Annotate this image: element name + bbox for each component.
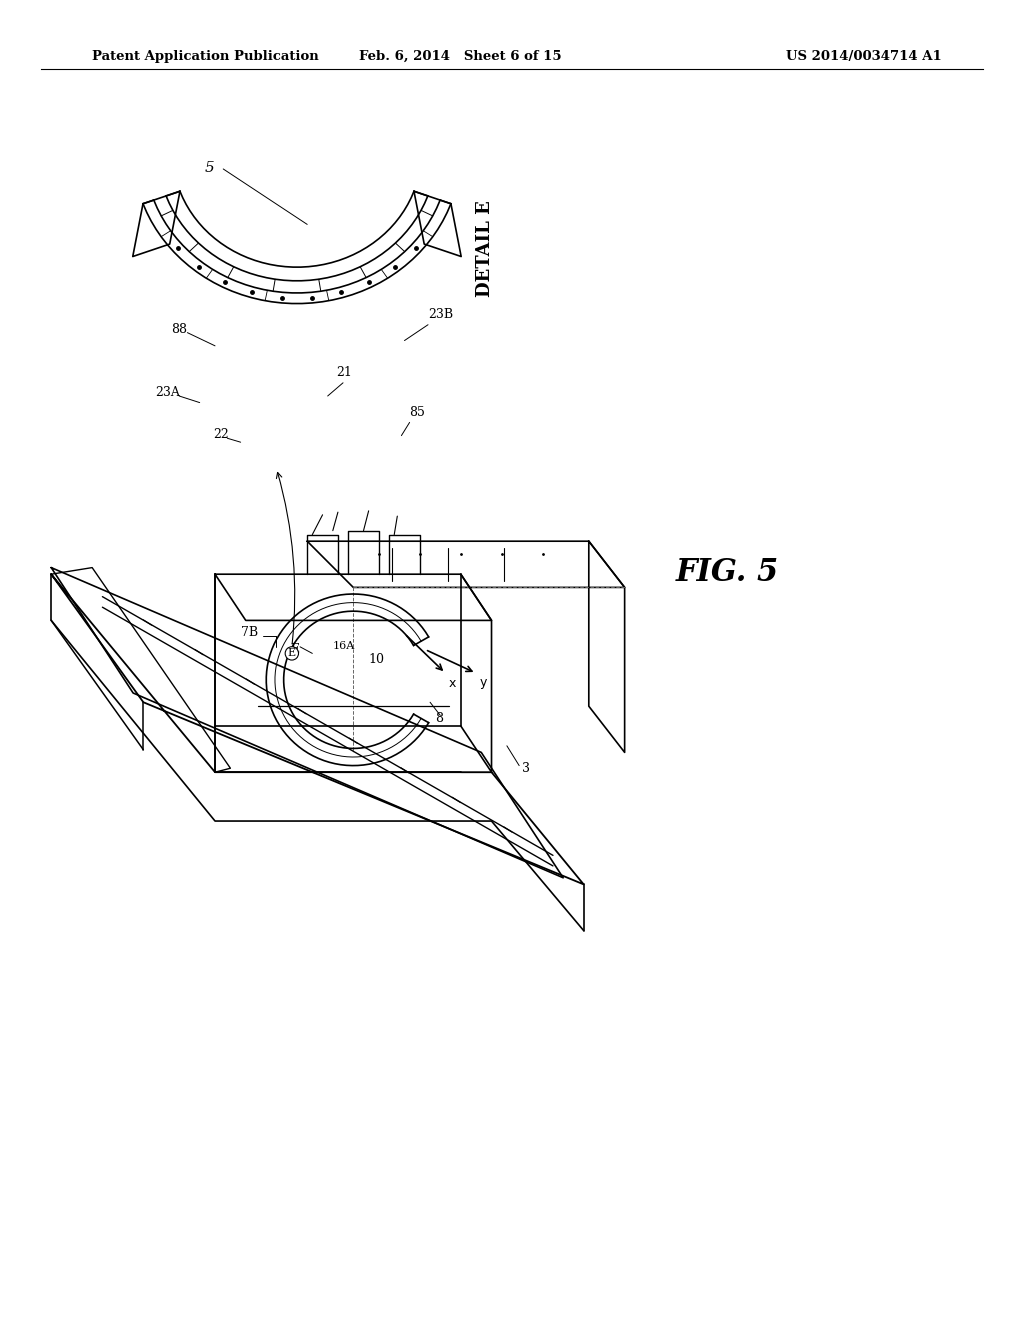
Text: 3: 3	[522, 762, 530, 775]
Text: Patent Application Publication: Patent Application Publication	[92, 50, 318, 63]
Text: 7B: 7B	[241, 626, 258, 639]
Text: 23A: 23A	[156, 385, 180, 399]
Text: DETAIL E: DETAIL E	[476, 201, 495, 297]
Text: 5: 5	[205, 161, 215, 174]
Text: 8: 8	[435, 711, 443, 725]
Text: E: E	[290, 643, 299, 656]
Text: 22: 22	[213, 428, 228, 441]
Text: 88: 88	[171, 322, 187, 335]
Text: FIG. 5: FIG. 5	[676, 557, 779, 587]
Text: y: y	[479, 676, 486, 689]
Text: 10: 10	[369, 652, 385, 665]
Text: 23B: 23B	[428, 308, 454, 321]
Text: US 2014/0034714 A1: US 2014/0034714 A1	[786, 50, 942, 63]
Text: 21: 21	[336, 366, 352, 379]
Text: 85: 85	[410, 405, 426, 418]
Text: 16A: 16A	[333, 642, 355, 652]
Text: x: x	[449, 677, 456, 690]
Text: E: E	[288, 648, 296, 659]
Text: Feb. 6, 2014   Sheet 6 of 15: Feb. 6, 2014 Sheet 6 of 15	[359, 50, 562, 63]
